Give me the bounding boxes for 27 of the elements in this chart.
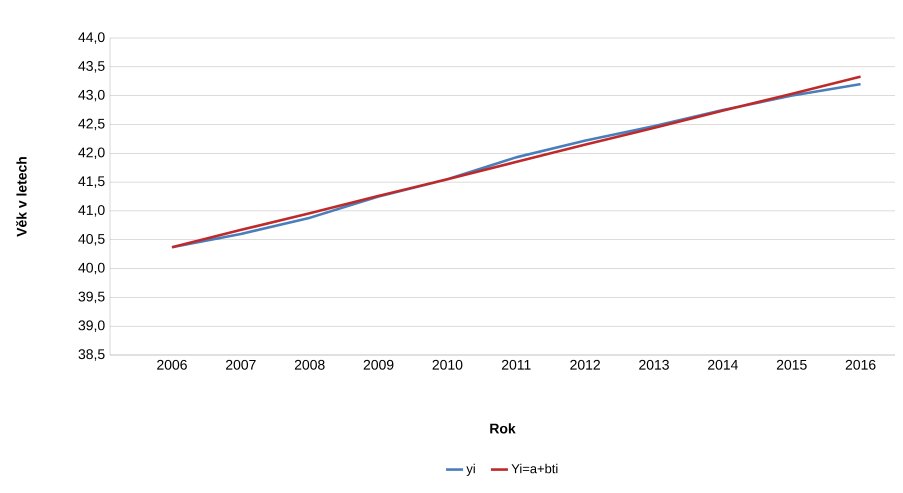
x-tick-label: 2011 [502,360,531,370]
y-tick-label: 38,5 [78,349,105,361]
legend-label: yi [466,464,475,476]
y-tick-label: 43,0 [78,90,105,102]
y-tick-label: 39,0 [78,320,105,332]
x-tick-label: 2010 [432,360,462,370]
x-tick-label: 2013 [639,360,669,370]
y-tick-label: 39,5 [78,292,105,304]
x-tick-label: 2007 [226,360,256,370]
legend-label: Yi=a+bti [512,464,558,474]
x-tick-label: 2008 [294,360,325,370]
y-tick-label: 42,0 [78,148,105,160]
y-tick-label: 41,0 [78,205,105,217]
y-tick-label: 43,5 [78,61,105,73]
y-tick-label: 44,0 [78,32,105,44]
x-axis-title: Rok [490,423,516,434]
y-tick-label: 40,0 [78,262,105,274]
y-tick-label: 42,5 [78,118,105,130]
x-tick-label: 2006 [157,360,187,370]
x-tick-label: 2014 [708,360,738,370]
x-tick-label: 2016 [846,360,876,370]
y-tick-label: 40,5 [78,234,105,246]
x-tick-label: 2009 [364,360,394,370]
x-tick-label: 2015 [776,360,807,370]
x-tick-label: 2012 [570,360,600,370]
y-axis-title: Věk v letech [16,157,27,237]
y-tick-label: 41,5 [78,176,105,188]
